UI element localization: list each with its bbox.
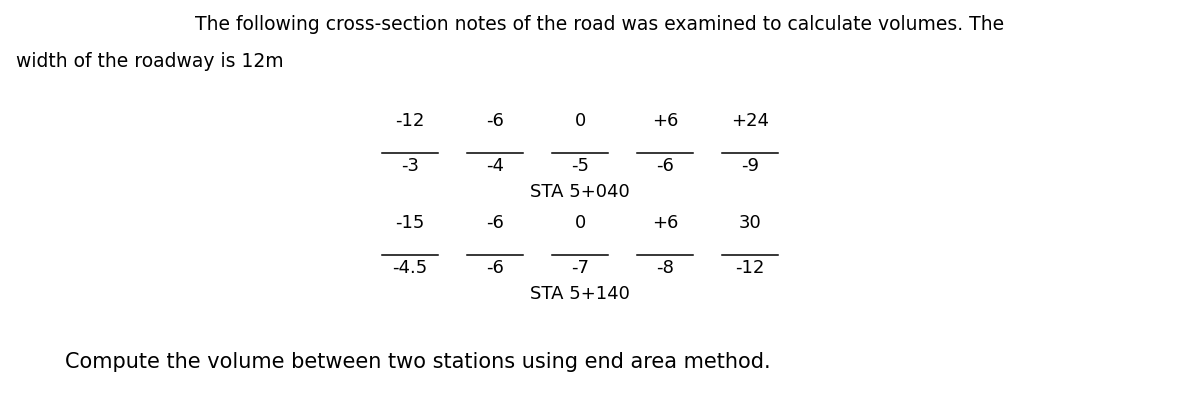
Text: -7: -7 — [571, 259, 589, 277]
Text: 0: 0 — [575, 112, 586, 130]
Point — [630, 253, 644, 258]
Text: -4.5: -4.5 — [392, 259, 427, 277]
Point — [374, 151, 389, 156]
Point — [374, 253, 389, 258]
Point — [715, 253, 730, 258]
Text: -12: -12 — [736, 259, 764, 277]
Text: -5: -5 — [571, 157, 589, 175]
Text: 30: 30 — [739, 214, 761, 232]
Text: -9: -9 — [742, 157, 760, 175]
Text: STA 5+040: STA 5+040 — [530, 183, 630, 201]
Point — [431, 151, 445, 156]
Text: -8: -8 — [656, 259, 674, 277]
Point — [516, 151, 530, 156]
Point — [460, 151, 474, 156]
Point — [460, 253, 474, 258]
Text: -6: -6 — [656, 157, 674, 175]
Point — [601, 253, 616, 258]
Text: -12: -12 — [395, 112, 425, 130]
Point — [516, 253, 530, 258]
Text: width of the roadway is 12m: width of the roadway is 12m — [16, 52, 283, 71]
Point — [770, 151, 785, 156]
Text: Compute the volume between two stations using end area method.: Compute the volume between two stations … — [65, 352, 770, 372]
Point — [770, 253, 785, 258]
Text: +6: +6 — [652, 214, 678, 232]
Text: -15: -15 — [395, 214, 425, 232]
Text: 0: 0 — [575, 214, 586, 232]
Text: -6: -6 — [486, 259, 504, 277]
Point — [545, 253, 559, 258]
Point — [601, 151, 616, 156]
Point — [686, 253, 701, 258]
Point — [715, 151, 730, 156]
Text: -6: -6 — [486, 214, 504, 232]
Point — [545, 151, 559, 156]
Text: -3: -3 — [401, 157, 419, 175]
Point — [431, 253, 445, 258]
Text: STA 5+140: STA 5+140 — [530, 285, 630, 303]
Text: -6: -6 — [486, 112, 504, 130]
Text: -4: -4 — [486, 157, 504, 175]
Text: +6: +6 — [652, 112, 678, 130]
Text: The following cross-section notes of the road was examined to calculate volumes.: The following cross-section notes of the… — [196, 15, 1004, 34]
Point — [686, 151, 701, 156]
Text: +24: +24 — [731, 112, 769, 130]
Point — [630, 151, 644, 156]
